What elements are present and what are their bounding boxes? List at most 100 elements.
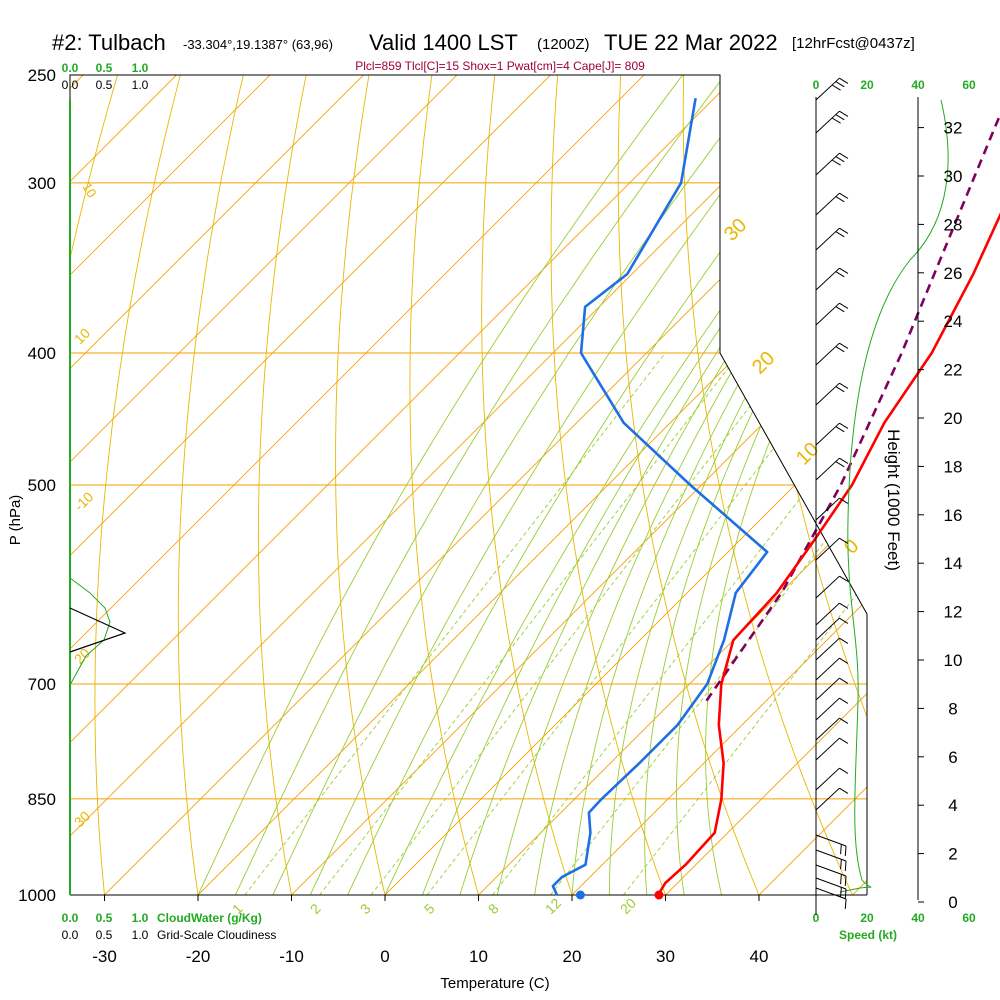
wind-barb-flag — [840, 844, 842, 855]
pressure-tick-label: 850 — [28, 790, 56, 809]
wind-barb-flag — [839, 457, 849, 464]
dry-adiabat-line — [94, 75, 188, 895]
wind-barb-staff — [815, 697, 840, 721]
wind-barb-flag — [840, 859, 842, 870]
cloudwater-profile — [69, 577, 111, 686]
wind-barb-flag — [835, 426, 845, 433]
wind-barb-staff — [815, 302, 840, 326]
wind-speed-tick-top: 60 — [962, 78, 976, 92]
isotherm-line — [636, 75, 867, 895]
cloudwater-tick-top: 0.0 — [62, 61, 79, 75]
chart-title: #2: Tulbach -33.304°,19.1387° (63,96) Va… — [0, 28, 1000, 62]
wind-barb-flag — [839, 342, 849, 349]
mixing-ratio-label: 20 — [617, 895, 639, 917]
isotherm-line — [449, 75, 867, 895]
cloudwater-tick-bottom: 0.0 — [62, 911, 79, 925]
dry-adiabat-label: -10 — [71, 488, 97, 514]
wind-barb-staff — [815, 767, 840, 791]
wind-barb-staff — [815, 110, 840, 134]
mixing-ratio-line — [550, 352, 867, 895]
isotherm-line — [70, 75, 482, 895]
wind-barb-flag — [839, 767, 849, 774]
y-axis-label: P (hPa) — [7, 495, 24, 546]
dry-adiabat-line — [409, 75, 488, 895]
wind-barb-staff — [815, 267, 840, 291]
height-tick-label: 12 — [944, 603, 963, 622]
dry-adiabat-line — [682, 75, 867, 895]
wind-barb-flag — [839, 382, 849, 389]
wind-barb-staff — [815, 422, 840, 446]
surface-dewpoint-marker — [575, 890, 585, 900]
wind-speed-axis-label: Speed (kt) — [839, 928, 897, 942]
wind-barb-staff — [815, 877, 847, 890]
wind-barb-flag — [839, 602, 849, 609]
wind-barb-flag — [835, 386, 845, 393]
moist-adiabat-label: 10 — [79, 180, 99, 200]
dewpoint-curve — [551, 97, 769, 896]
cloudwater-tick-bottom: 0.5 — [96, 911, 113, 925]
cloudiness-tick-top: 1.0 — [132, 78, 149, 92]
cloudiness-tick-bottom: 1.0 — [132, 928, 149, 942]
dry-adiabat-line — [70, 75, 126, 895]
wind-barb-staff — [815, 77, 840, 101]
wind-barb-staff — [815, 677, 840, 701]
dry-adiabat-line — [335, 75, 393, 895]
parcel-curve — [705, 111, 1000, 702]
wind-barb-staff — [815, 602, 840, 626]
mixing-ratio-line — [623, 352, 867, 895]
wind-barb-flag — [835, 81, 845, 88]
height-tick-label: 24 — [944, 312, 963, 331]
pressure-tick-label: 400 — [28, 344, 56, 363]
wind-barb-flag — [835, 231, 845, 238]
cloudwater-tick-top: 1.0 — [132, 61, 149, 75]
mixing-ratio-line — [492, 352, 867, 895]
wind-barb-staff — [815, 342, 840, 366]
wind-barb-staff — [815, 849, 847, 862]
cloudwater-tick-top: 0.5 — [96, 61, 113, 75]
cloudiness-tick-top: 0.0 — [62, 78, 79, 92]
height-axis-label: Height (1000 Feet) — [884, 429, 903, 571]
wind-barb-flag — [839, 617, 849, 624]
wind-barb-flag — [839, 77, 849, 84]
dry-adiabat-line — [617, 75, 772, 895]
pressure-tick-label: 700 — [28, 675, 56, 694]
wind-barb-flag — [839, 152, 849, 159]
wind-barb-flag — [839, 787, 849, 794]
isotherm-line — [70, 75, 575, 895]
wind-barb-flag — [835, 461, 845, 468]
mixing-ratio-label: 8 — [485, 900, 502, 917]
temp-tick-label: 10 — [469, 947, 488, 966]
cloudiness-tick-bottom: 0.5 — [96, 928, 113, 942]
wind-barb-staff — [815, 787, 840, 811]
height-tick-label: 2 — [948, 845, 957, 864]
wind-barb-flag — [839, 575, 849, 582]
mixing-ratio-label: 2 — [307, 900, 324, 917]
wind-barb-flag — [839, 227, 849, 234]
wind-barb-flag — [844, 898, 847, 909]
wind-speed-tick-top: 0 — [813, 78, 820, 92]
wind-barb-staff — [815, 152, 840, 176]
height-tick-label: 0 — [948, 893, 957, 912]
valid-time: Valid 1400 LST — [369, 30, 518, 55]
wind-speed-tick-top: 20 — [860, 78, 874, 92]
height-tick-label: 20 — [944, 409, 963, 428]
isotherm-line — [355, 75, 867, 895]
pressure-tick-label: 250 — [28, 66, 56, 85]
wind-barb-staff — [815, 887, 847, 900]
moist-adiabat-line — [221, 75, 744, 895]
surface-temperature-marker — [654, 890, 664, 900]
moist-adiabat-line — [490, 75, 867, 895]
wind-barbs — [815, 77, 849, 909]
isotherm-line — [75, 75, 867, 895]
isotherm-line — [168, 75, 867, 895]
cloudiness-axis-label: Grid-Scale Cloudiness — [157, 928, 276, 942]
wind-barb-flag — [839, 697, 849, 704]
wind-speed-tick-bottom: 40 — [911, 911, 925, 925]
moist-adiabat-line — [296, 75, 829, 895]
pressure-tick-label: 300 — [28, 174, 56, 193]
cloudiness-tick-bottom: 0.0 — [62, 928, 79, 942]
dry-adiabat-line — [745, 75, 867, 895]
moist-adiabat-line — [450, 75, 867, 895]
wind-barb-flag — [839, 110, 849, 117]
